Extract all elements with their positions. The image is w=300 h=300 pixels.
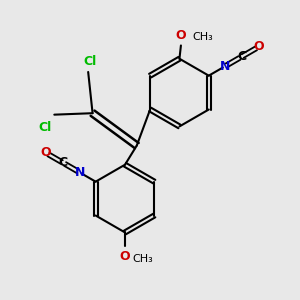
Text: C: C	[58, 156, 67, 169]
Text: CH₃: CH₃	[193, 32, 213, 42]
Text: O: O	[120, 250, 130, 262]
Text: Cl: Cl	[83, 55, 96, 68]
Text: C: C	[237, 50, 247, 63]
Text: N: N	[74, 166, 85, 179]
Text: Cl: Cl	[39, 121, 52, 134]
Text: O: O	[40, 146, 51, 159]
Text: O: O	[253, 40, 264, 53]
Text: N: N	[220, 60, 230, 73]
Text: CH₃: CH₃	[132, 254, 153, 264]
Text: O: O	[176, 28, 186, 42]
